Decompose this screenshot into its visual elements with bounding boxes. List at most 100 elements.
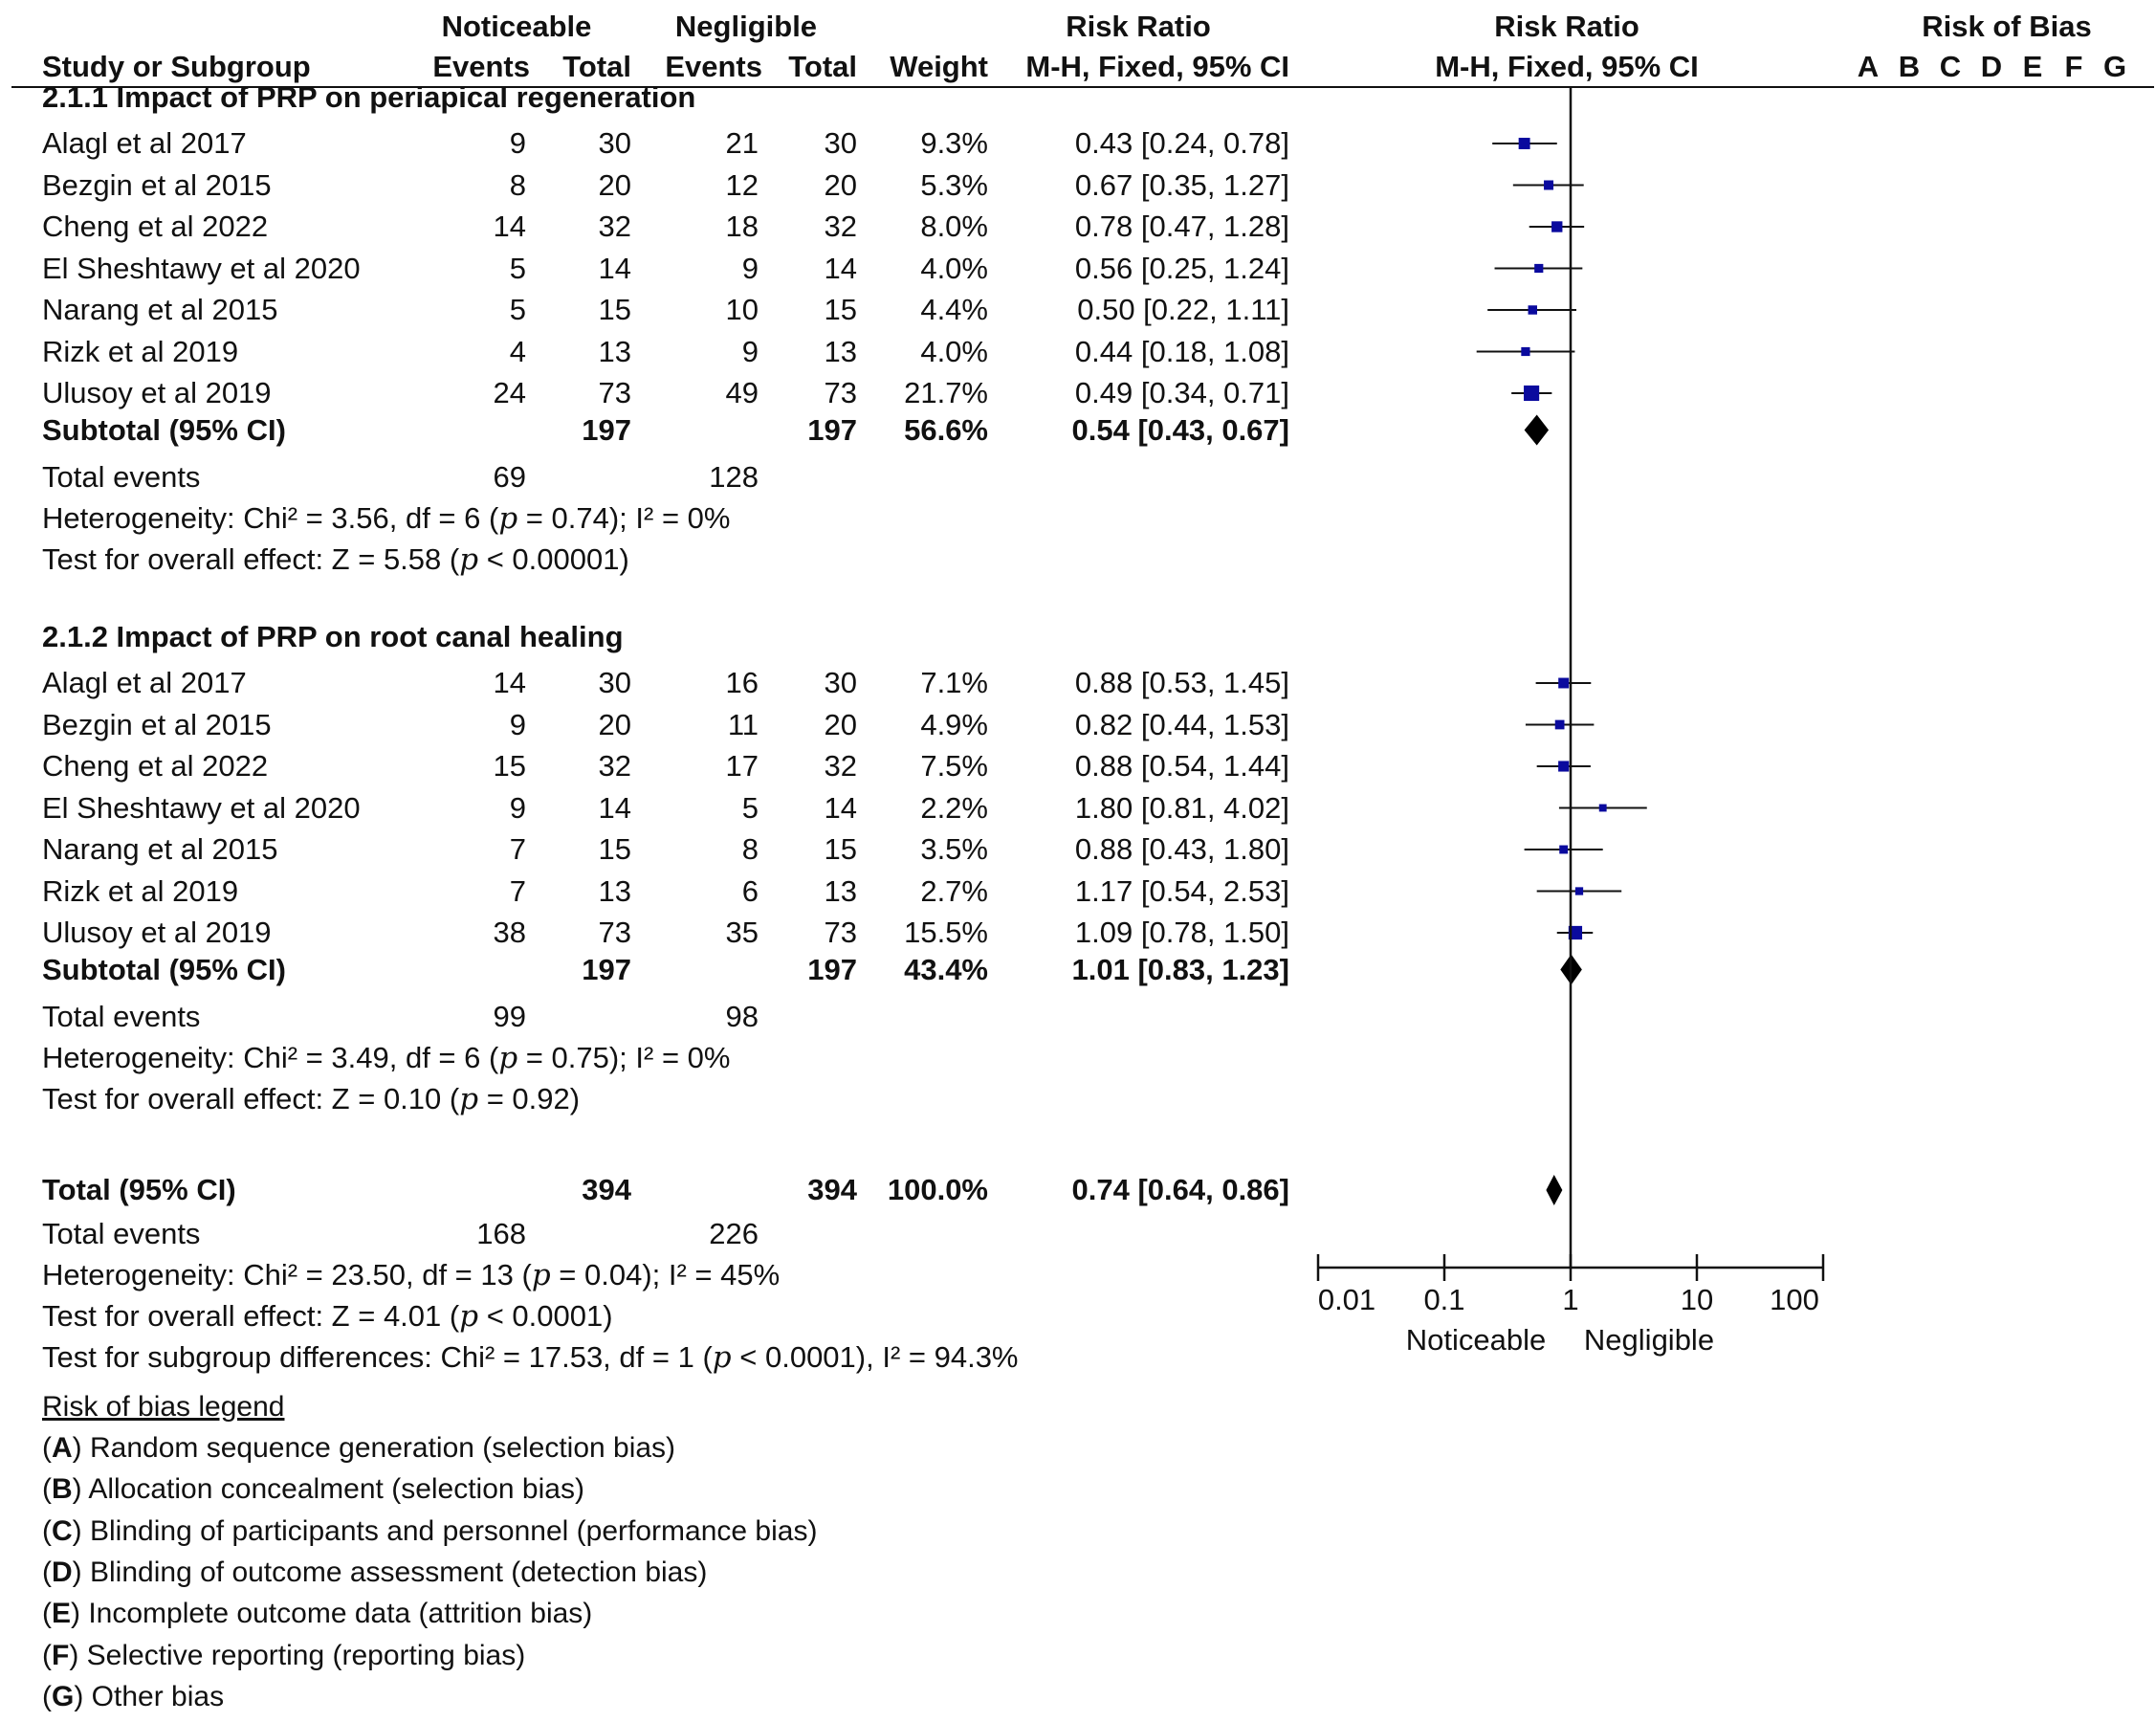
study-row-1-6-total-1: 13 <box>598 334 631 368</box>
study-row-1-1-total-2: 30 <box>824 126 857 160</box>
study-row-1-4-events-2: 9 <box>741 251 759 285</box>
study-row-2-4-total-2: 14 <box>824 790 857 825</box>
subgroup-title-2: 2.1.2 Impact of PRP on root canal healin… <box>42 620 624 653</box>
subtotal-weight-2: 43.4% <box>904 952 988 986</box>
study-row-2-5-events-1: 7 <box>509 832 526 866</box>
rob-legend-item-g: (G) Other bias <box>42 1680 225 1712</box>
overall-effect-2: Test for overall effect: Z = 0.10 (p = 0… <box>42 1081 581 1116</box>
study-row-2-7-ci: 1.09 [0.78, 1.50] <box>1074 916 1289 949</box>
header-rob-letter-f: F <box>2064 50 2083 83</box>
study-row-2-1-marker <box>1558 677 1570 689</box>
study-row-1-3-events-2: 18 <box>725 210 759 243</box>
study-row-1-1-ci: 0.43 [0.24, 0.78] <box>1074 126 1289 160</box>
heterogeneity-1: Heterogeneity: Chi² = 3.56, df = 6 (p = … <box>42 500 731 536</box>
study-row-2-5-total-1: 15 <box>598 832 631 866</box>
study-row-1-3-name: Cheng et al 2022 <box>42 210 269 243</box>
study-row-1-7-name: Ulusoy et al 2019 <box>42 376 272 409</box>
total-total-2: 394 <box>807 1173 857 1206</box>
study-row-1-2-events-1: 8 <box>509 167 526 202</box>
study-row-1-2-name: Bezgin et al 2015 <box>42 167 272 202</box>
study-row-2-7-total-2: 73 <box>824 916 857 949</box>
total-total-1: 394 <box>582 1173 631 1206</box>
favours-left-label: Noticeable <box>1405 1323 1547 1357</box>
study-row-1-4-name: El Sheshtawy et al 2020 <box>42 251 361 285</box>
study-row-1-3-marker <box>1551 221 1563 232</box>
subtotal-total-2-1: 197 <box>807 412 857 447</box>
study-row-1-2-total-2: 20 <box>824 167 857 202</box>
total-events-1-2: 99 <box>493 999 526 1033</box>
study-row-2-3-ci: 0.88 [0.54, 1.44] <box>1074 749 1289 783</box>
study-row-2-3-total-1: 32 <box>598 749 631 783</box>
study-row-1-5-total-2: 15 <box>824 293 857 326</box>
total-events-2-1: 128 <box>709 459 759 494</box>
x-tick-label-3: 10 <box>1680 1283 1714 1316</box>
header-rob-letter-g: G <box>2102 50 2127 83</box>
subtotal-weight-1: 56.6% <box>904 412 988 447</box>
x-tick-label-4: 100 <box>1770 1283 1819 1316</box>
study-row-2-1-weight: 7.1% <box>920 666 988 699</box>
study-row-2-3-marker <box>1558 761 1570 772</box>
header-group1: Noticeable <box>441 10 592 43</box>
study-row-1-7-marker <box>1524 385 1540 402</box>
header-events-2: Events <box>665 50 762 83</box>
study-row-2-4-total-1: 14 <box>598 790 631 825</box>
x-tick-label-2: 1 <box>1562 1283 1579 1316</box>
header-rob-letter-e: E <box>2022 50 2043 83</box>
study-row-1-1-events-2: 21 <box>725 126 759 160</box>
study-row-2-5-ci: 0.88 [0.43, 1.80] <box>1074 832 1289 866</box>
study-row-1-5-ci: 0.50 [0.22, 1.11] <box>1077 293 1289 326</box>
study-row-2-7-total-1: 73 <box>598 916 631 949</box>
header-events-1: Events <box>432 50 530 83</box>
study-row-2-7-events-2: 35 <box>725 916 759 949</box>
header-rob-letter-d: D <box>1980 50 2003 83</box>
subtotal-diamond-1 <box>1524 414 1550 446</box>
header-total-2: Total <box>788 50 857 83</box>
study-row-1-2-total-1: 20 <box>598 167 631 202</box>
study-row-1-1-events-1: 9 <box>509 126 526 160</box>
study-row-2-3-name: Cheng et al 2022 <box>42 749 269 783</box>
study-row-1-4-total-2: 14 <box>824 251 857 285</box>
study-row-1-4-events-1: 5 <box>509 251 526 285</box>
study-row-2-1-total-1: 30 <box>598 666 631 699</box>
header-group2: Negligible <box>674 10 818 43</box>
study-row-2-3-total-2: 32 <box>824 749 857 783</box>
x-tick-label-0: 0.01 <box>1317 1283 1376 1316</box>
total-weight: 100.0% <box>887 1173 988 1206</box>
header-rr-method: M-H, Fixed, 95% CI <box>1025 50 1289 83</box>
study-row-1-2-events-2: 12 <box>725 167 759 202</box>
study-row-1-3-total-1: 32 <box>598 210 631 243</box>
study-row-2-5-name: Narang et al 2015 <box>42 832 278 866</box>
study-row-1-2-weight: 5.3% <box>920 167 988 202</box>
study-row-1-4-total-1: 14 <box>598 251 631 285</box>
study-row-2-3-events-2: 17 <box>725 749 759 783</box>
study-row-2-3-events-1: 15 <box>493 749 526 783</box>
study-row-2-4-weight: 2.2% <box>920 790 988 825</box>
study-row-1-5-events-1: 5 <box>509 293 526 326</box>
study-row-1-5-events-2: 10 <box>725 293 759 326</box>
study-row-2-1-events-1: 14 <box>493 666 526 699</box>
study-row-1-6-marker <box>1521 346 1530 357</box>
study-row-1-7-events-1: 24 <box>493 376 526 409</box>
study-row-2-5-marker <box>1559 845 1569 854</box>
total-ci: 0.74 [0.64, 0.86] <box>1071 1173 1290 1206</box>
study-row-2-4-marker <box>1598 804 1607 812</box>
study-row-1-5-marker <box>1528 305 1537 315</box>
favours-right-label: Negligible <box>1583 1323 1715 1357</box>
study-row-2-5-weight: 3.5% <box>920 832 988 866</box>
grand-overall-effect: Test for overall effect: Z = 4.01 (p < 0… <box>42 1299 613 1334</box>
study-row-1-6-total-2: 13 <box>824 334 857 368</box>
header-rob-letter-c: C <box>1939 50 1962 83</box>
rob-legend-item-a: (A) Random sequence generation (selectio… <box>42 1432 676 1464</box>
header-total-1: Total <box>562 50 631 83</box>
grand-total-events-label: Total events <box>42 1217 201 1250</box>
study-row-2-6-name: Rizk et al 2019 <box>42 873 239 908</box>
study-row-2-4-ci: 1.80 [0.81, 4.02] <box>1074 790 1289 825</box>
study-row-2-6-marker <box>1574 887 1584 895</box>
study-row-2-2-total-1: 20 <box>598 707 631 741</box>
grand-total-events-2: 226 <box>709 1217 759 1250</box>
study-row-2-2-weight: 4.9% <box>920 707 988 741</box>
study-row-2-1-events-2: 16 <box>725 666 759 699</box>
rob-legend-item-f: (F) Selective reporting (reporting bias) <box>42 1639 526 1671</box>
